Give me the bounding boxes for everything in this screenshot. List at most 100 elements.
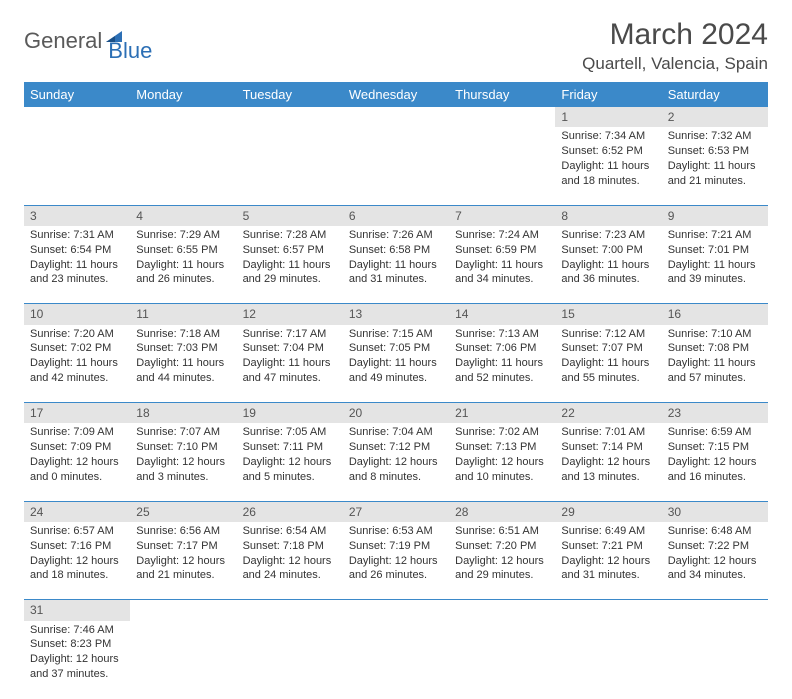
day-cell: Sunrise: 7:46 AMSunset: 8:23 PMDaylight:…: [24, 621, 130, 699]
day-line: Sunset: 7:07 PM: [561, 341, 655, 356]
day-line: Sunrise: 7:04 AM: [349, 425, 443, 440]
day-line: Daylight: 11 hours: [455, 356, 549, 371]
logo-text-2: Blue: [108, 38, 152, 64]
day-line: and 21 minutes.: [136, 568, 230, 583]
day-cell: Sunrise: 7:02 AMSunset: 7:13 PMDaylight:…: [449, 423, 555, 501]
daynum-row: 12: [24, 107, 768, 127]
day-line: Daylight: 12 hours: [668, 554, 762, 569]
day-line: Sunrise: 7:02 AM: [455, 425, 549, 440]
daynum-row: 3456789: [24, 205, 768, 226]
empty-cell: [555, 621, 661, 699]
day-line: Daylight: 12 hours: [136, 554, 230, 569]
day-number-cell: 22: [555, 403, 661, 424]
day-line: and 31 minutes.: [349, 272, 443, 287]
empty-cell: [662, 621, 768, 699]
day-line: Sunrise: 7:15 AM: [349, 327, 443, 342]
day-line: Sunrise: 7:31 AM: [30, 228, 124, 243]
day-line: Daylight: 12 hours: [349, 554, 443, 569]
col-wednesday: Wednesday: [343, 82, 449, 107]
day-cell: Sunrise: 7:15 AMSunset: 7:05 PMDaylight:…: [343, 325, 449, 403]
week-row: Sunrise: 7:31 AMSunset: 6:54 PMDaylight:…: [24, 226, 768, 304]
day-line: Sunset: 6:54 PM: [30, 243, 124, 258]
day-line: and 18 minutes.: [30, 568, 124, 583]
day-cell: Sunrise: 6:56 AMSunset: 7:17 PMDaylight:…: [130, 522, 236, 600]
day-cell: Sunrise: 6:49 AMSunset: 7:21 PMDaylight:…: [555, 522, 661, 600]
day-line: Daylight: 12 hours: [349, 455, 443, 470]
day-line: Daylight: 11 hours: [668, 258, 762, 273]
day-line: Daylight: 12 hours: [561, 455, 655, 470]
day-line: Daylight: 12 hours: [668, 455, 762, 470]
day-line: and 42 minutes.: [30, 371, 124, 386]
day-line: Sunset: 6:53 PM: [668, 144, 762, 159]
day-line: Sunrise: 7:21 AM: [668, 228, 762, 243]
day-line: Daylight: 12 hours: [243, 455, 337, 470]
day-line: Daylight: 11 hours: [561, 159, 655, 174]
day-cell: Sunrise: 7:29 AMSunset: 6:55 PMDaylight:…: [130, 226, 236, 304]
day-line: and 23 minutes.: [30, 272, 124, 287]
day-line: Sunrise: 6:57 AM: [30, 524, 124, 539]
day-line: Sunrise: 7:07 AM: [136, 425, 230, 440]
day-line: Sunset: 7:19 PM: [349, 539, 443, 554]
day-line: Sunrise: 7:05 AM: [243, 425, 337, 440]
day-line: Sunset: 7:08 PM: [668, 341, 762, 356]
day-cell: Sunrise: 7:26 AMSunset: 6:58 PMDaylight:…: [343, 226, 449, 304]
day-line: Sunrise: 7:09 AM: [30, 425, 124, 440]
day-cell: Sunrise: 7:07 AMSunset: 7:10 PMDaylight:…: [130, 423, 236, 501]
day-number-cell: 11: [130, 304, 236, 325]
day-line: Sunset: 7:05 PM: [349, 341, 443, 356]
day-number-cell: 6: [343, 205, 449, 226]
day-line: Sunrise: 7:13 AM: [455, 327, 549, 342]
day-line: Sunrise: 7:17 AM: [243, 327, 337, 342]
day-number-cell: [449, 107, 555, 127]
day-line: Sunrise: 7:20 AM: [30, 327, 124, 342]
day-line: Sunset: 7:16 PM: [30, 539, 124, 554]
day-number-cell: 9: [662, 205, 768, 226]
day-line: and 36 minutes.: [561, 272, 655, 287]
day-line: and 29 minutes.: [243, 272, 337, 287]
day-line: Sunset: 7:12 PM: [349, 440, 443, 455]
day-line: Sunset: 7:09 PM: [30, 440, 124, 455]
day-cell: Sunrise: 6:54 AMSunset: 7:18 PMDaylight:…: [237, 522, 343, 600]
empty-cell: [130, 621, 236, 699]
day-line: Sunset: 7:18 PM: [243, 539, 337, 554]
empty-cell: [130, 127, 236, 205]
day-line: and 34 minutes.: [668, 568, 762, 583]
day-line: Daylight: 11 hours: [349, 258, 443, 273]
day-line: Daylight: 11 hours: [30, 258, 124, 273]
day-line: Daylight: 11 hours: [136, 258, 230, 273]
day-line: Sunrise: 7:24 AM: [455, 228, 549, 243]
day-line: Sunrise: 7:12 AM: [561, 327, 655, 342]
day-cell: Sunrise: 7:05 AMSunset: 7:11 PMDaylight:…: [237, 423, 343, 501]
week-row: Sunrise: 7:20 AMSunset: 7:02 PMDaylight:…: [24, 325, 768, 403]
day-number-cell: 15: [555, 304, 661, 325]
day-cell: Sunrise: 7:20 AMSunset: 7:02 PMDaylight:…: [24, 325, 130, 403]
day-number-cell: 5: [237, 205, 343, 226]
day-number-cell: 17: [24, 403, 130, 424]
day-number-cell: 12: [237, 304, 343, 325]
day-number-cell: 25: [130, 501, 236, 522]
day-cell: Sunrise: 7:34 AMSunset: 6:52 PMDaylight:…: [555, 127, 661, 205]
day-line: Sunrise: 7:46 AM: [30, 623, 124, 638]
day-line: Daylight: 12 hours: [243, 554, 337, 569]
day-line: and 21 minutes.: [668, 174, 762, 189]
daynum-row: 31: [24, 600, 768, 621]
day-number-cell: 2: [662, 107, 768, 127]
day-line: Daylight: 12 hours: [455, 455, 549, 470]
day-line: Sunrise: 7:34 AM: [561, 129, 655, 144]
day-line: Daylight: 12 hours: [455, 554, 549, 569]
day-line: Sunrise: 7:28 AM: [243, 228, 337, 243]
day-number-cell: 3: [24, 205, 130, 226]
day-line: Daylight: 11 hours: [561, 258, 655, 273]
day-number-cell: [237, 107, 343, 127]
day-number-cell: [24, 107, 130, 127]
day-line: and 8 minutes.: [349, 470, 443, 485]
day-line: Daylight: 11 hours: [136, 356, 230, 371]
day-line: Daylight: 12 hours: [561, 554, 655, 569]
day-line: Sunset: 7:15 PM: [668, 440, 762, 455]
day-line: and 26 minutes.: [349, 568, 443, 583]
day-number-cell: [449, 600, 555, 621]
day-line: Daylight: 12 hours: [136, 455, 230, 470]
daynum-row: 17181920212223: [24, 403, 768, 424]
col-monday: Monday: [130, 82, 236, 107]
day-line: Sunset: 7:01 PM: [668, 243, 762, 258]
